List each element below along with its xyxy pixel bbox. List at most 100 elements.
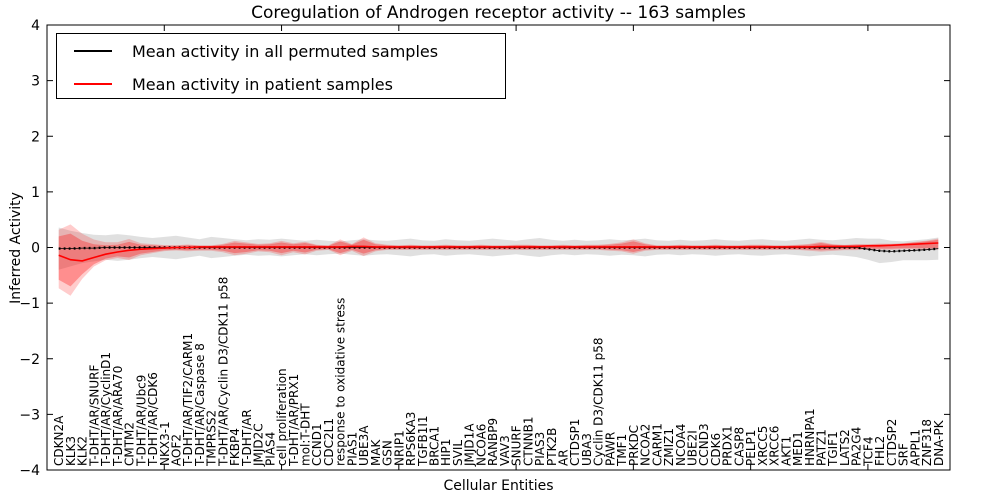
x-tick-label: cell proliferation [275,368,289,466]
x-tick-label: TCF4 [861,436,875,467]
x-tick-label: TMF1 [615,434,629,467]
x-tick-label: T-DHT/AR/CyclinD1 [99,352,113,467]
y-tick-label: −4 [19,463,40,479]
x-tick-label: PA2G4 [850,427,864,466]
x-tick-label: JMJD1A [463,423,477,467]
x-tick-label: ZMIZ1 [662,428,676,466]
x-tick-label: PTK2B [545,428,559,466]
x-tick-label: PAWR [603,432,617,466]
x-tick-label: KLK3 [64,436,78,466]
y-tick-label: 1 [31,185,40,201]
legend-line-permuted-icon [74,50,112,52]
x-tick-label: LATS2 [838,429,852,466]
x-tick-label: TGIF1 [826,431,840,467]
x-tick-label: MED1 [791,431,805,466]
x-tick-label: AR [557,449,571,466]
x-tick-label: CDK6 [709,433,723,466]
y-tick-label: −3 [19,407,40,423]
x-tick-label: SRF [897,443,911,466]
x-tick-label: TMPRSS2 [205,410,219,467]
y-tick-label: 3 [31,74,40,90]
x-tick-label: CDC2L1 [322,418,336,466]
x-tick-label: PIAS4 [263,432,277,466]
x-tick-label: CTDSP2 [885,419,899,466]
patient-band-outer [58,224,939,296]
x-tick-label: ZNF318 [920,419,934,466]
x-tick-label: JMJD2C [252,423,266,467]
permuted-band [58,227,939,270]
legend-line-patient-icon [74,83,112,85]
x-tick-label: response to oxidative stress [334,298,348,466]
x-tick-label: UBE2I [686,430,700,466]
x-tick-label: FHL2 [873,436,887,466]
x-tick-label: T-DHT/AR/SNURF [87,365,101,468]
x-tick-label: CDKN2A [52,415,66,466]
x-tick-label: T-DHT/AR/CDK6 [146,372,160,467]
x-tick-label: NKX3-1 [158,421,172,466]
x-tick-label: RANBP9 [486,418,500,466]
x-tick-label: PIAS3 [533,432,547,466]
x-tick-label: NRIP1 [392,430,406,466]
x-tick-label: CMTM2 [123,422,137,466]
x-tick-label: T-DHT/AR/TIF2/CARM1 [181,333,195,467]
x-tick-label: PELP1 [744,430,758,466]
x-tick-label: UBE3A [357,425,371,466]
x-tick-label: SVIL [451,440,465,466]
x-tick-label: PRKDC [627,425,641,466]
x-tick-label: UBA3 [580,433,594,466]
patient-line [58,242,939,262]
y-tick-label: −1 [19,296,40,312]
legend: Mean activity in all permuted samples Me… [56,33,506,99]
legend-entry-patient: Mean activity in patient samples [57,68,505,100]
x-tick-label: KLK2 [76,436,90,466]
y-axis-label: Inferred Activity [8,192,24,304]
x-tick-label: CCND1 [310,423,324,466]
x-tick-label: T-DHT/AR/Ubc9 [134,375,148,467]
x-tick-label: AKT1 [779,436,793,466]
x-tick-label: PRDX1 [721,425,735,466]
x-tick-label: CTNNB1 [521,416,535,466]
x-tick-label: XRCC6 [768,426,782,466]
x-tick-label: Cyclin D3/CDK11 p58 [592,337,606,466]
x-tick-label: CTDSP1 [568,419,582,466]
x-tick-label: CASP8 [732,427,746,466]
x-tick-label: HIP1 [439,439,453,466]
y-tick-label: 2 [31,129,40,145]
x-tick-label: T-DHT/AR [240,409,254,467]
x-tick-label: T-DHT/AR/Caspase 8 [193,343,207,467]
legend-label-permuted: Mean activity in all permuted samples [132,41,439,61]
x-tick-label: CARM1 [650,423,664,466]
x-tick-label: RPS6KA3 [404,412,418,466]
legend-label-patient: Mean activity in patient samples [132,74,393,94]
x-tick-label: T-DHT/AR/Cyclin D3/CDK11 p58 [216,277,230,467]
x-tick-label: SNURF [510,425,524,466]
x-tick-label: CCND3 [697,423,711,466]
x-tick-label: NCOA6 [474,424,488,466]
x-tick-label: HNRNPA1 [803,408,817,466]
y-tick-label: 4 [31,18,40,34]
x-tick-label: FKBP4 [228,428,242,466]
x-tick-label: T-DHT/AR/PRX1 [287,374,301,467]
x-tick-label: T-DHT/AR/ARA70 [111,366,125,467]
x-tick-label: BRCA1 [428,426,442,466]
x-tick-label: VAV3 [498,435,512,466]
legend-entry-permuted: Mean activity in all permuted samples [57,35,505,67]
x-tick-label: NCOA4 [674,424,688,466]
x-tick-label: DNA-PK [932,419,946,466]
x-tick-label: APPL1 [908,429,922,466]
x-tick-label: GSN [381,440,395,466]
x-tick-label: PATZ1 [815,429,829,466]
y-tick-label: 0 [31,241,40,257]
y-tick-label: −2 [19,352,40,368]
x-tick-label: AOF2 [170,434,184,466]
x-tick-label: XRCC5 [756,426,770,466]
x-tick-label: TGFB1I1 [416,415,430,467]
chart-title: Coregulation of Androgen receptor activi… [251,3,746,23]
x-axis-label: Cellular Entities [443,478,554,494]
x-tick-label: PIAS1 [345,432,359,466]
x-tick-label: MAK [369,438,383,466]
x-tick-label: NCOA2 [639,424,653,466]
x-tick-label: mol:T-DHT [299,403,313,466]
